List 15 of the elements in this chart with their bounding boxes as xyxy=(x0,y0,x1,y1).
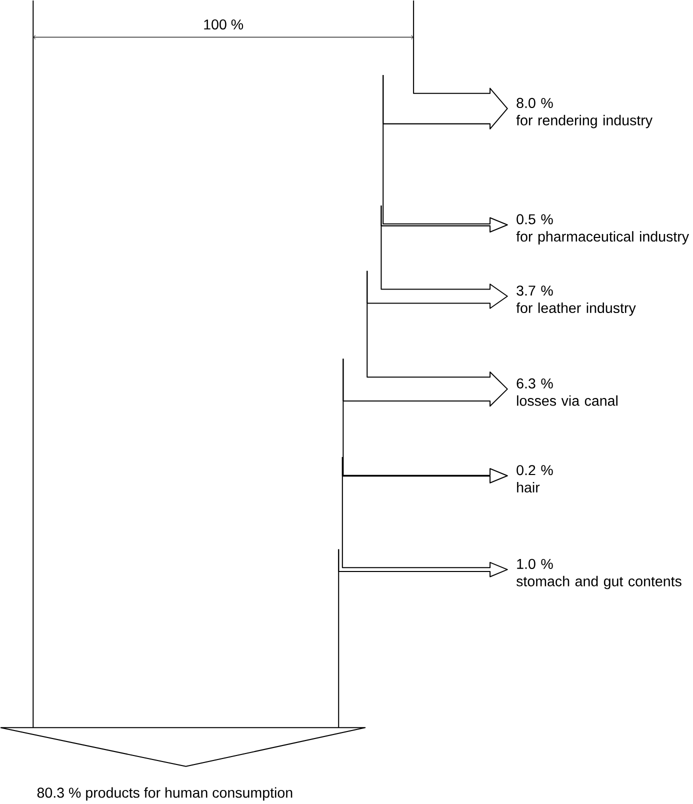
data-label: 0.5 % xyxy=(516,214,553,224)
category-label: for rendering industry xyxy=(516,114,653,128)
category-label: products for human consumption xyxy=(86,787,292,801)
data-label: 6.3 % xyxy=(516,378,553,388)
category-label: for pharmaceutical industry xyxy=(516,231,690,244)
category-label: hair xyxy=(517,482,540,493)
data-label: 0.2 % xyxy=(516,465,553,476)
data-label: 3.7 % xyxy=(516,286,553,296)
data-label: 80.3 % xyxy=(37,788,81,798)
category-label: stomach and gut contents xyxy=(516,576,682,590)
text: 100 % xyxy=(204,19,244,30)
data-label: 8.0 % xyxy=(516,98,553,108)
data-label: 1.0 % xyxy=(517,558,553,570)
category-label: losses via canal xyxy=(517,395,618,406)
category-label: for leather industry xyxy=(516,302,636,316)
